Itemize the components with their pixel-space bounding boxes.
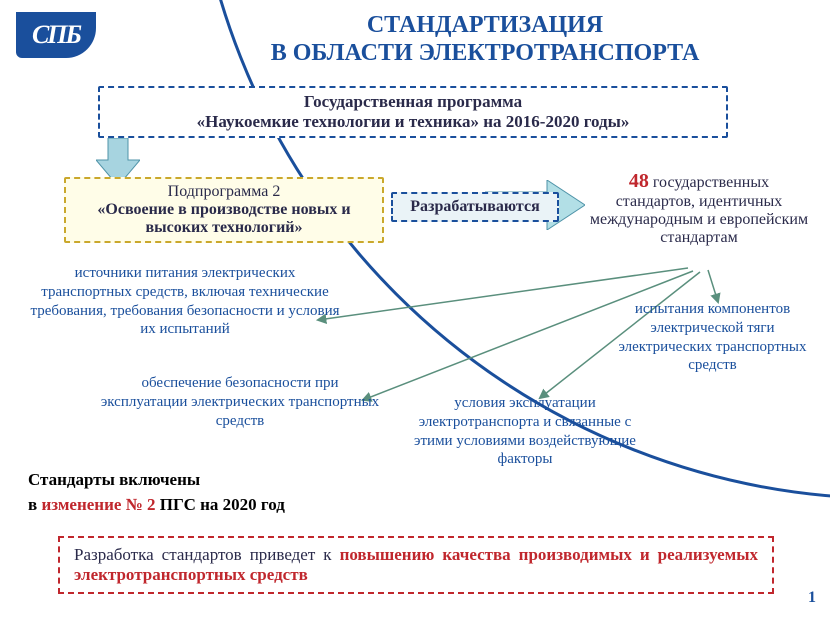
note-conditions: условия эксплуатации электротранспорта и…	[400, 394, 650, 469]
footer-a: Разработка стандартов приведет к	[74, 545, 340, 564]
note-safety: обеспечение безопасности при эксплуатаци…	[100, 374, 380, 430]
page-number: 1	[808, 589, 816, 607]
subprogram-line-2: «Освоение в производстве новых и высоких…	[74, 201, 374, 237]
slide-title: СТАНДАРТИЗАЦИЯ В ОБЛАСТИ ЭЛЕКТРОТРАНСПОР…	[180, 12, 790, 67]
footer-conclusion: Разработка стандартов приведет к повышен…	[58, 536, 774, 594]
note-testing: испытания компонентов электрической тяги…	[610, 300, 815, 375]
std-l2a: в	[28, 495, 41, 514]
standards-included-l1: Стандарты включены	[28, 468, 285, 493]
development-label: Разрабатываются	[410, 198, 540, 215]
logo-badge: СПБ	[16, 12, 96, 58]
program-line-2: «Наукоемкие технологии и техника» на 201…	[110, 112, 716, 132]
title-line-1: СТАНДАРТИЗАЦИЯ	[180, 12, 790, 40]
development-box: Разрабатываются	[391, 192, 559, 222]
program-line-1: Государственная программа	[110, 92, 716, 112]
program-box: Государственная программа «Наукоемкие те…	[98, 86, 728, 138]
subprogram-line-1: Подпрограмма 2	[74, 183, 374, 201]
standards-count: 48	[629, 170, 649, 192]
standards-included-l2: в изменение № 2 ПГС на 2020 год	[28, 493, 285, 518]
connector-line	[708, 270, 718, 302]
title-line-2: В ОБЛАСТИ ЭЛЕКТРОТРАНСПОРТА	[180, 40, 790, 68]
note-power-sources: источники питания электрических транспор…	[30, 264, 340, 339]
logo-text: СПБ	[32, 20, 80, 50]
std-l2b: изменение № 2	[41, 495, 155, 514]
subprogram-box: Подпрограмма 2 «Освоение в производстве …	[64, 177, 384, 243]
standards-included: Стандарты включены в изменение № 2 ПГС н…	[28, 468, 285, 517]
std-l2c: ПГС на 2020 год	[156, 495, 285, 514]
standards-count-box: 48 государственных стандартов, идентичны…	[588, 170, 810, 247]
standards-count-text: государственных стандартов, идентичных м…	[590, 174, 808, 246]
